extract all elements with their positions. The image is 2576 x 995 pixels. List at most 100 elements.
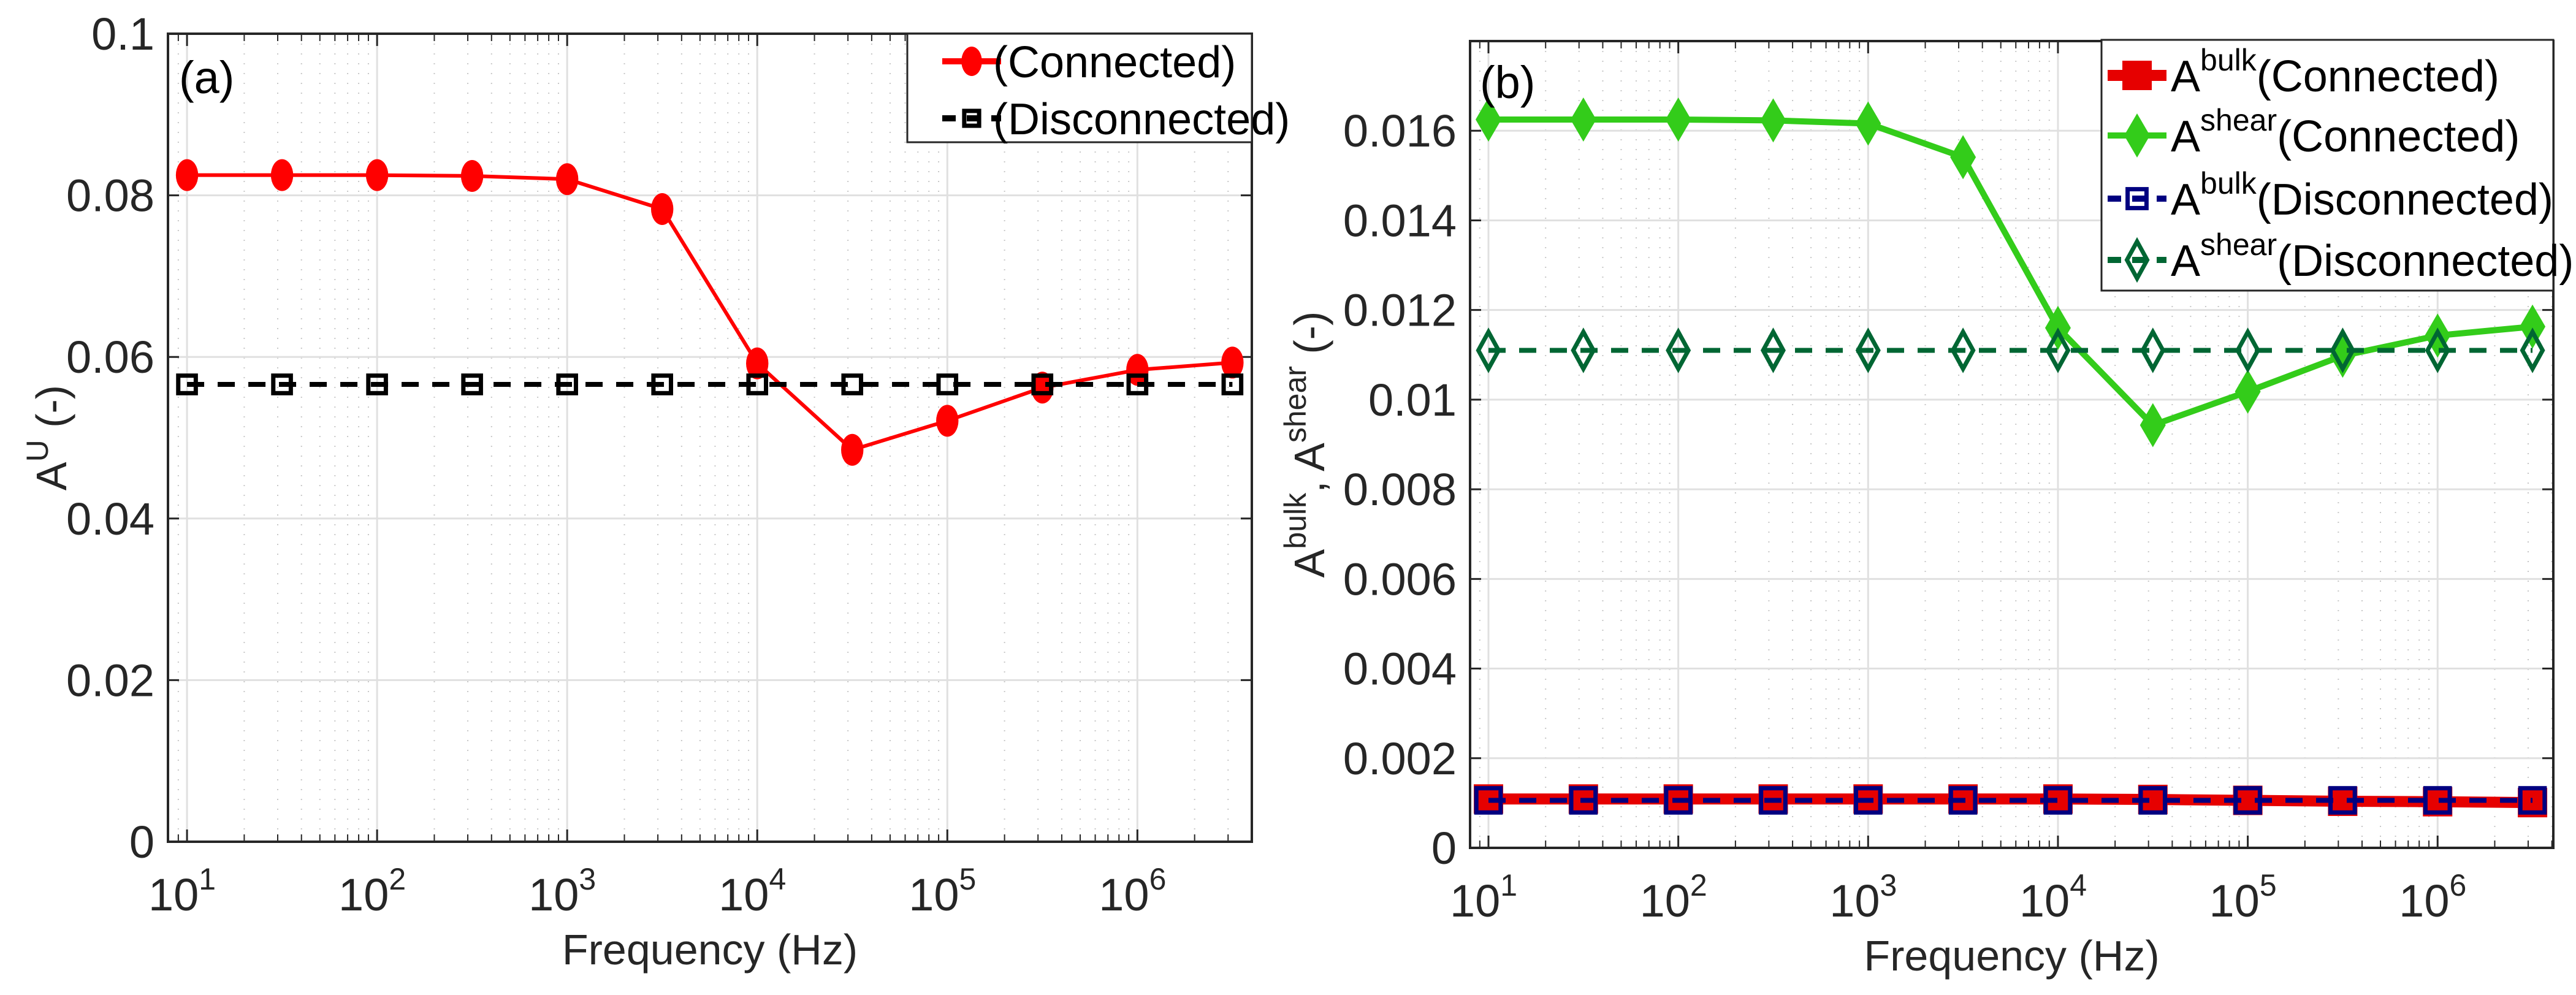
panel-tag: (a) [179,52,234,103]
y-label-base: A [28,462,75,490]
legend-label-text: (Connected) [2277,112,2520,161]
series-square-open [176,373,1244,395]
y-tick-label: 0 [129,817,154,867]
data-point [650,193,674,226]
data-point [1476,327,1501,373]
legend-label-text: (Connected) [2257,52,2499,101]
tick-labels: 101 102 103 104 105 10600.0020.0040.0060.0080… [1343,105,2466,926]
x-tick-label: 102 [1640,868,1707,926]
data-point [2328,786,2357,815]
y-tick-label: 0.012 [1343,285,1457,336]
y-tick-label: 0.08 [66,170,154,221]
legend-label: Abulk(Disconnected) [2171,166,2553,224]
data-point [2423,786,2452,815]
legend-marker [2122,61,2152,90]
data-point [2140,403,2166,448]
legend-label-base: A [2171,52,2200,101]
legend-item: Ashear(Connected) [2108,103,2520,161]
legend-marker [961,47,982,76]
data-point [1665,97,1691,142]
grid [1470,41,2553,849]
legend-label: Ashear(Connected) [2171,103,2520,161]
legend-label-base: A [2171,237,2200,286]
panel-b: 101 102 103 104 105 10600.0020.0040.0060.0080… [1278,39,2574,980]
legend: (Connected) (Disconnected) [906,32,1290,144]
axes-box [1469,40,2555,849]
y-tick-label: 0.04 [66,494,154,544]
data-point [841,373,864,395]
legend-label-superscript: shear [2200,227,2277,262]
data-point [1569,786,1598,815]
x-tick-exponent: 2 [1690,868,1707,902]
x-tick-exponent: 5 [959,862,977,896]
data-point [2425,327,2450,373]
data-point [366,373,388,395]
y-label-superscript: bulk [1278,492,1313,549]
legend-box [2100,39,2555,292]
legend-item: (Disconnected) [942,95,1290,144]
data-point [936,405,959,437]
data-point [1221,373,1244,395]
x-tick-base: 10 [2209,875,2260,926]
x-tick-base: 10 [2019,875,2070,926]
data-point [270,159,294,191]
legend-label: Abulk(Connected) [2171,43,2499,101]
data-point [176,373,198,395]
data-point [555,163,579,196]
data-point [2043,786,2073,815]
y-label-superscript: shear [1278,366,1313,443]
panel-a: 101 102 103 104 105 10600.020.040.060.080.1Fr… [20,9,1290,974]
x-tick-label: 103 [1829,868,1897,926]
x-tick-label: 106 [1099,862,1166,920]
y-tick-label: 0.002 [1343,733,1457,784]
data-point [1031,372,1054,404]
x-tick-base: 10 [718,869,769,920]
x-tick-base: 10 [1450,875,1500,926]
data-point [271,373,293,395]
x-tick-exponent: 3 [579,862,596,896]
y-label-superscript: U [20,440,55,462]
legend-marker [2124,113,2150,158]
legend: Abulk(Connected)Ashear(Connected)Abulk(D… [2100,39,2574,292]
data-point [2235,327,2261,373]
legend-label: Ashear(Disconnected) [2171,227,2574,286]
data-point [1664,786,1693,815]
y-tick-label: 0.01 [1368,375,1457,425]
x-tick-exponent: 4 [2070,868,2087,902]
legend-label-superscript: bulk [2200,166,2257,200]
x-tick-label: 102 [338,862,406,920]
x-tick-exponent: 1 [199,862,216,896]
y-tick-label: 0.008 [1343,464,1457,515]
data-point [746,347,769,379]
y-tick-label: 0.014 [1343,195,1457,246]
x-tick-base: 10 [338,869,389,920]
x-tick-base: 10 [1640,875,1690,926]
y-tick-label: 0.02 [66,655,154,706]
data-point [1950,135,1976,180]
data-point [1126,373,1149,395]
data-point [2235,369,2261,414]
x-tick-label: 101 [1450,868,1517,926]
legend-label-superscript: shear [2200,103,2277,137]
x-tick-exponent: 6 [2449,868,2466,902]
legend-label: (Disconnected) [993,95,1290,144]
y-tick-label: 0.1 [91,9,154,59]
plot-area [168,34,1252,842]
x-axis-label: Frequency (Hz) [562,926,858,974]
data-point [1855,101,1881,146]
legend-item: Abulk(Connected) [2108,43,2499,101]
y-tick-label: 0.06 [66,332,154,383]
data-point [936,373,959,395]
data-point [1854,786,1883,815]
legend-marker [2125,187,2149,210]
y-label-suffix: (-) [1286,311,1333,366]
data-point [365,159,389,191]
grid [168,32,1252,843]
panel-tag: (b) [1480,57,1535,108]
legend-label-text: (Disconnected) [2257,175,2553,224]
x-tick-exponent: 3 [1880,868,1897,902]
legend-label-text: (Disconnected) [993,95,1290,144]
legend-marker [962,109,981,128]
legend-label: (Connected) [993,38,1236,87]
